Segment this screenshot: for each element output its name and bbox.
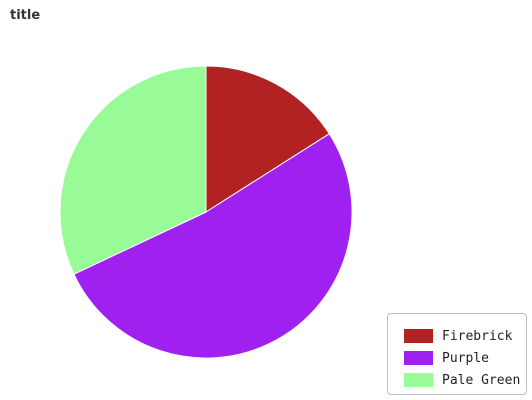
legend-swatch-purple bbox=[404, 351, 433, 365]
chart-title: title bbox=[10, 8, 41, 23]
legend-item-firebrick: Firebrick bbox=[388, 325, 526, 347]
legend-label-firebrick: Firebrick bbox=[442, 328, 513, 344]
legend-label-pale-green: Pale Green bbox=[442, 372, 521, 388]
legend-label-purple: Purple bbox=[442, 350, 489, 366]
legend-swatch-firebrick bbox=[404, 329, 433, 343]
legend-item-purple: Purple bbox=[388, 347, 526, 369]
legend: Firebrick Purple Pale Green bbox=[387, 313, 527, 395]
legend-item-pale-green: Pale Green bbox=[388, 369, 526, 391]
slice-pale-green bbox=[59, 65, 207, 275]
slice-purple bbox=[73, 133, 353, 359]
legend-swatch-pale-green bbox=[404, 373, 433, 387]
slice-firebrick bbox=[205, 65, 330, 213]
